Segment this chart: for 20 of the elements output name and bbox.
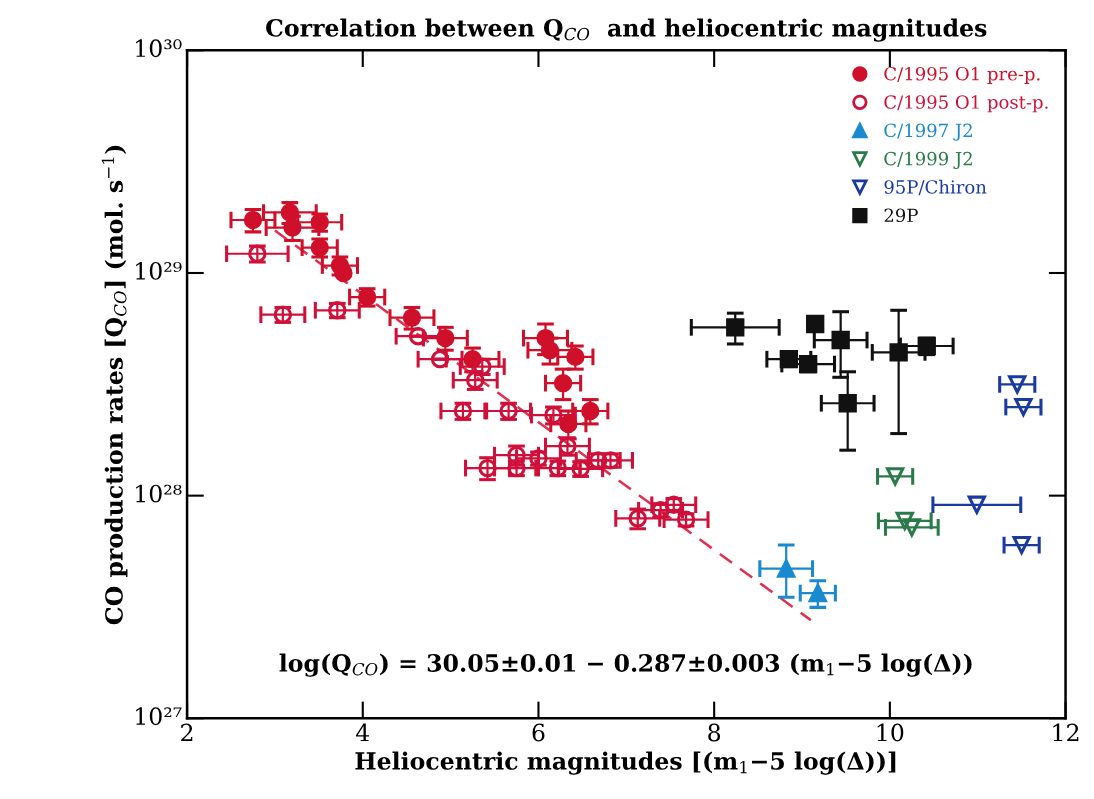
y-tick-label: 10²⁸: [136, 484, 182, 503]
x-tick-label: 2: [181, 723, 193, 742]
y-tick-label: 10²⁹: [136, 261, 182, 280]
y-tick-label: 10³⁰: [136, 39, 182, 58]
legend-label: 29P: [884, 208, 918, 223]
annotation: log(Q$_{CO}$) = 30.05±0.01 − 0.287±0.003 (m$_{1}$−5 log(Δ)): [279, 653, 972, 677]
x-tick-label: 6: [532, 723, 545, 742]
x-tick-label: 10: [877, 723, 904, 742]
legend-label: 95P/Chiron: [884, 179, 987, 196]
legend-label: C/1995 O1 pre-p.: [884, 66, 1040, 85]
chart-title: Correlation between Q$_{CO}$ and heliocentric magnitudes: [266, 18, 987, 42]
y-tick-label: 10²⁷: [136, 707, 182, 726]
legend-label: C/1995 O1 post-p.: [884, 95, 1048, 113]
x-tick-label: 12: [1053, 723, 1079, 742]
x-tick-label: 4: [355, 723, 370, 742]
x-tick-label: 8: [708, 723, 721, 742]
legend-label: C/1999 J2: [884, 151, 972, 169]
y-axis-title: CO production rates [Q$_{CO}$] (mol. s$^{−1}$): [101, 145, 128, 625]
x-axis-title: Heliocentric magnitudes [(m$_{1}$−5 log(Δ))]: [355, 751, 896, 775]
legend-label: C/1997 J2: [884, 123, 972, 141]
